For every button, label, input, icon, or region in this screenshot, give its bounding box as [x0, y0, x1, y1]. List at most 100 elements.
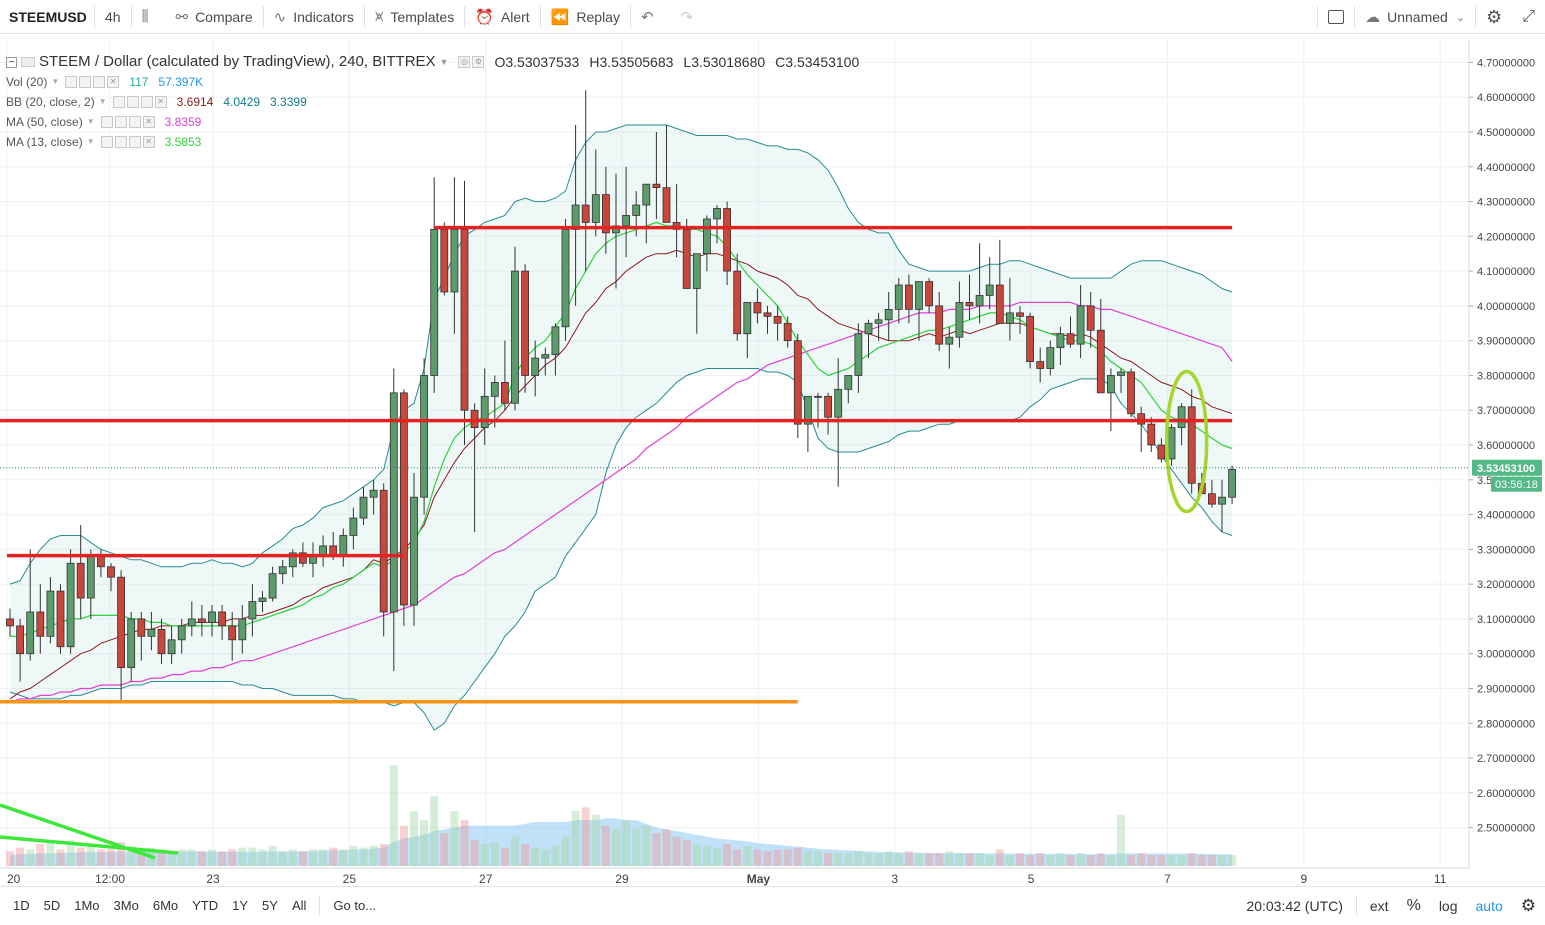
volume-bar — [258, 849, 267, 866]
eye-icon[interactable] — [65, 76, 78, 88]
templates-button[interactable]: ⩙ Templates — [365, 0, 464, 34]
candle — [258, 591, 267, 612]
fullscreen-layout-button[interactable] — [1318, 0, 1354, 34]
gear-icon[interactable]: ⚙ — [472, 56, 485, 68]
candle-body — [965, 302, 974, 307]
more-icon[interactable] — [128, 116, 141, 128]
interval-selector[interactable]: 4h — [105, 8, 121, 25]
close-icon[interactable]: ✕ — [142, 136, 155, 148]
more-icon[interactable] — [128, 136, 141, 148]
close-icon[interactable]: ✕ — [107, 76, 120, 88]
volume-bar — [379, 844, 388, 866]
utc-clock[interactable]: 20:03:42 (UTC) — [1246, 898, 1343, 914]
fullscreen-button[interactable]: ⤢ — [1512, 0, 1545, 34]
volume-bar — [692, 844, 701, 866]
candle-body — [985, 284, 994, 296]
ma13-legend[interactable]: MA (13, close) ▼ ✕ 3.5853 — [6, 132, 869, 152]
chevron-down-icon[interactable]: ▼ — [439, 57, 449, 67]
redo-button[interactable]: ↷ — [671, 0, 711, 34]
gear-icon[interactable] — [114, 136, 127, 148]
replay-icon: ⏪ — [550, 8, 570, 26]
candle-body — [268, 573, 277, 599]
range-5d[interactable]: 5D — [43, 898, 61, 913]
candle — [359, 486, 368, 526]
eye-icon[interactable] — [100, 136, 113, 148]
volume-bar — [117, 842, 126, 866]
chevron-down-icon[interactable]: ▼ — [51, 77, 60, 86]
auto-scale-toggle[interactable]: auto — [1475, 898, 1503, 914]
more-icon[interactable] — [93, 76, 106, 88]
ma50-controls[interactable]: ✕ — [100, 116, 155, 128]
volume-bar — [369, 845, 378, 866]
range-3mo[interactable]: 3Mo — [113, 898, 139, 913]
volume-bar — [622, 820, 631, 866]
chevron-down-icon[interactable]: ▼ — [86, 117, 95, 126]
volume-bar — [1056, 853, 1065, 866]
vol-legend[interactable]: Vol (20) ▼ ✕ 117 57.397K — [6, 72, 869, 92]
layout-name-button[interactable]: ☁ Unnamed ⌄ — [1355, 0, 1475, 34]
volume-bar — [187, 849, 196, 866]
log-scale-toggle[interactable]: log — [1438, 898, 1458, 914]
candle-body — [369, 489, 378, 498]
time-axis[interactable]: 20 12:00 23 25 27 29 May 3 5 7 9 11 — [0, 867, 1469, 886]
volume-bar — [298, 851, 307, 866]
eye-icon[interactable]: ◎ — [458, 56, 471, 68]
candle — [1086, 291, 1095, 348]
volume-bar — [894, 853, 903, 866]
chart-style-button[interactable]: ⫼ — [132, 0, 166, 34]
volume-bar — [511, 836, 519, 866]
price-chart[interactable]: 4.70000000 4.60000000 4.50000000 4.40000000… — [0, 40, 1545, 886]
main-series-legend[interactable]: − STEEM / Dollar (calculated by TradingV… — [6, 52, 869, 72]
range-all[interactable]: All — [291, 898, 307, 913]
goto-date-button[interactable]: Go to... — [333, 898, 377, 913]
eye-icon[interactable] — [112, 96, 125, 108]
range-ytd[interactable]: YTD — [192, 898, 219, 913]
drawing-annotations[interactable] — [0, 225, 1233, 860]
close-icon[interactable]: ✕ — [154, 96, 167, 108]
ma50-legend[interactable]: MA (50, close) ▼ ✕ 3.8359 — [6, 112, 869, 132]
range-1mo[interactable]: 1Mo — [74, 898, 100, 913]
ma50-line — [9, 301, 1233, 703]
gear-icon[interactable] — [126, 96, 139, 108]
more-icon[interactable] — [140, 96, 153, 108]
range-5y[interactable]: 5Y — [262, 898, 278, 913]
ma13-controls[interactable]: ✕ — [100, 136, 155, 148]
gear-icon[interactable]: ⚙ — [1520, 896, 1536, 915]
series-controls[interactable]: ◎ ⚙ — [458, 56, 485, 68]
range-6mo[interactable]: 6Mo — [152, 898, 179, 913]
volume-bar — [329, 847, 338, 866]
candle-body — [1167, 427, 1176, 460]
bb-legend[interactable]: BB (20, close, 2) ▼ ✕ 3.6914 4.0429 3.33… — [6, 92, 869, 112]
extended-hours-toggle[interactable]: ext — [1369, 898, 1389, 914]
range-1y[interactable]: 1Y — [232, 898, 249, 913]
toolbar-divider — [539, 5, 541, 28]
compare-button[interactable]: ⚯ Compare — [165, 0, 262, 34]
gear-icon[interactable] — [114, 116, 127, 128]
bb-controls[interactable]: ✕ — [112, 96, 167, 108]
chevron-down-icon[interactable]: ▼ — [98, 97, 107, 106]
indicators-button[interactable]: ∿ Indicators — [264, 0, 364, 34]
vol-controls[interactable]: ✕ — [65, 76, 120, 88]
eye-icon[interactable] — [100, 116, 113, 128]
price-axis[interactable]: 4.70000000 4.60000000 4.50000000 4.40000000… — [1468, 40, 1545, 868]
square-icon — [1328, 10, 1345, 24]
time-tick-label: 25 — [343, 872, 357, 886]
candle — [177, 618, 186, 654]
undo-button[interactable]: ↶ — [631, 0, 671, 34]
alert-button[interactable]: ⏰ Alert — [465, 0, 539, 34]
close-icon[interactable]: ✕ — [142, 116, 155, 128]
percent-scale-toggle[interactable]: % — [1406, 897, 1421, 914]
series-visibility-icon[interactable] — [21, 57, 35, 67]
top-toolbar: STEEMUSD 4h ⫼ ⚯ Compare ∿ Indicators ⩙ Temp… — [0, 0, 1545, 34]
gear-icon[interactable] — [79, 76, 92, 88]
settings-button[interactable]: ⚙ — [1476, 0, 1512, 34]
candle — [56, 584, 65, 654]
candle — [531, 340, 540, 397]
symbol-search[interactable]: STEEMUSD — [9, 8, 87, 25]
collapse-icon[interactable]: − — [6, 56, 17, 68]
volume-bar — [541, 849, 550, 866]
volume-bar — [1046, 855, 1055, 866]
chevron-down-icon[interactable]: ▼ — [86, 137, 95, 146]
range-1d[interactable]: 1D — [13, 898, 30, 913]
replay-button[interactable]: ⏪ Replay — [541, 0, 630, 34]
